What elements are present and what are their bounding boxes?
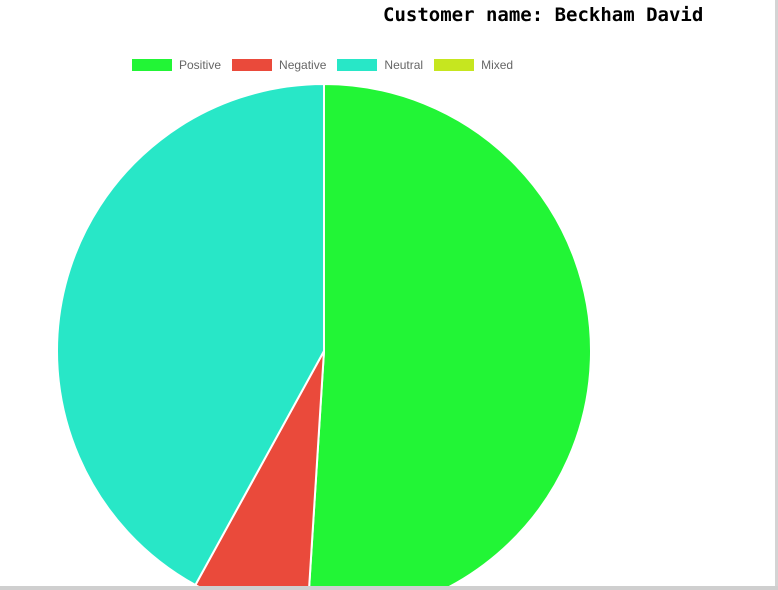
bottom-scrollbar-track (0, 586, 778, 590)
legend-item-neutral[interactable]: Neutral (337, 58, 423, 72)
pie-slice-positive[interactable] (307, 82, 592, 586)
legend-label-mixed: Mixed (481, 58, 514, 72)
legend-swatch-negative (232, 59, 273, 71)
chart-legend: Positive Negative Neutral Mixed (132, 57, 524, 73)
legend-swatch-mixed (434, 59, 475, 71)
legend-label-neutral: Neutral (384, 58, 424, 72)
chart-title: Customer name: Beckham David (383, 4, 704, 26)
legend-label-negative: Negative (279, 58, 327, 72)
legend-label-positive: Positive (179, 58, 222, 72)
legend-item-mixed[interactable]: Mixed (434, 58, 513, 72)
pie-slice-neutral[interactable] (56, 82, 325, 586)
legend-item-positive[interactable]: Positive (132, 58, 221, 72)
legend-swatch-positive (132, 59, 172, 71)
legend-item-negative[interactable]: Negative (232, 58, 326, 72)
legend-swatch-neutral (337, 59, 378, 71)
